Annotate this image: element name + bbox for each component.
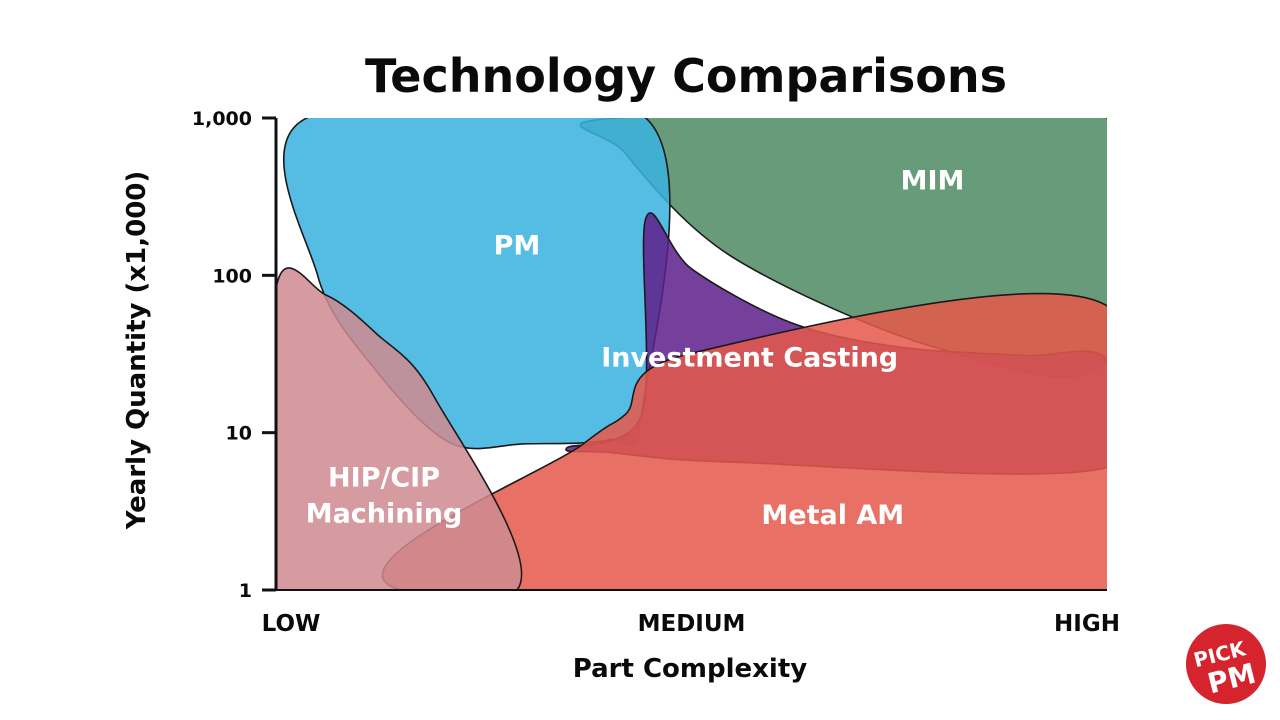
region-hip-cip-machining (276, 267, 523, 590)
region-label: PM (494, 230, 541, 261)
y-axis-title: Yearly Quantity (x1,000) (122, 171, 152, 531)
region-label: Investment Casting (601, 343, 898, 374)
plot-area: MIM PM Investment Casting Metal AM HIP/CIP Ma… (192, 108, 1120, 637)
region-label: Machining (306, 498, 463, 529)
x-category-label: MEDIUM (638, 611, 746, 637)
x-category-label: HIGH (1054, 611, 1120, 637)
region-label: HIP/CIP (328, 462, 440, 493)
chart-title: Technology Comparisons (365, 49, 1007, 103)
y-tick-label: 10 (226, 423, 252, 445)
region-metal-am (381, 292, 1107, 590)
x-axis-title: Part Complexity (573, 654, 808, 684)
region-label: MIM (901, 166, 965, 197)
region-label: Metal AM (761, 500, 904, 531)
x-category-label: LOW (262, 611, 321, 637)
y-tick-label: 1 (239, 580, 252, 602)
pick-pm-logo: PICK PM (1186, 624, 1266, 704)
logo-badge (1186, 624, 1266, 704)
regions-layer (276, 118, 1107, 590)
y-tick-label: 1,000 (192, 108, 252, 130)
y-tick-label: 100 (212, 265, 252, 287)
